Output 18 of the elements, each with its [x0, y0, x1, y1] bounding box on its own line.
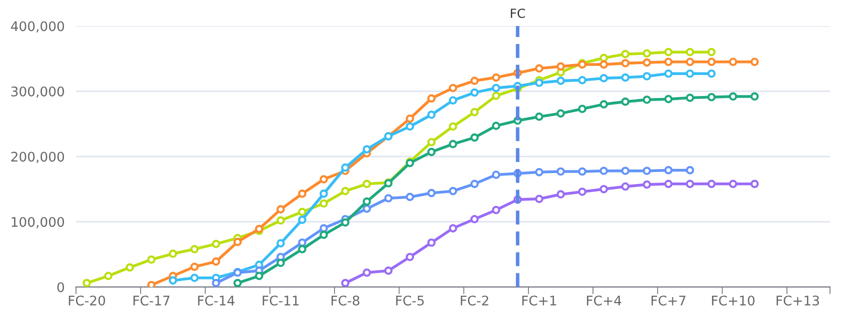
x-tick-label: FC+4	[586, 296, 622, 306]
x-tick-label: FC+13	[776, 296, 819, 306]
x-tick-label: FC-17	[134, 296, 170, 306]
y-tick-label: 0	[57, 282, 64, 292]
x-tick-label: FC-5	[396, 296, 424, 306]
x-tick-label: FC+10	[712, 296, 755, 306]
x-tick-label: FC-11	[262, 296, 299, 306]
y-tick-label: 300,000	[11, 86, 64, 98]
x-tick-label: FC-2	[460, 296, 488, 306]
x-tick-label: FC+7	[652, 296, 686, 306]
text: FC	[510, 8, 525, 18]
y-tick-label: 100,000	[12, 216, 64, 228]
x-tick-label: FC-20	[68, 296, 106, 306]
x-tick-label: FC+1	[522, 296, 556, 306]
x-tick-label: FC-8	[332, 296, 360, 306]
y-tick-label: 400,000	[10, 21, 64, 33]
x-tick-label: FC-14	[198, 296, 234, 306]
y-tick-label: 200,000	[11, 152, 64, 164]
